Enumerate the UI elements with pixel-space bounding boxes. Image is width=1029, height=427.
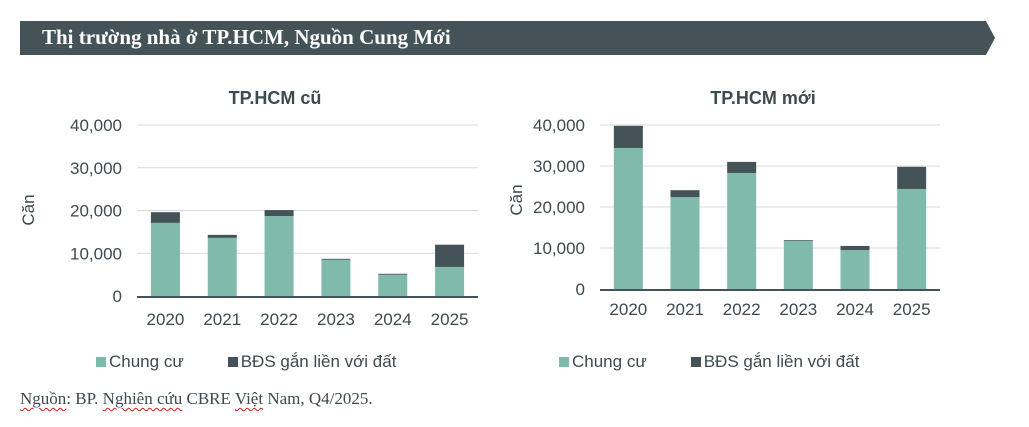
bar-bds bbox=[670, 190, 700, 198]
y-tick-label: 0 bbox=[113, 287, 122, 306]
legend-item-bds: BĐS gắn liền với đất bbox=[690, 352, 860, 372]
chart-title: TP.HCM mới bbox=[710, 88, 815, 108]
legend-label-bds: BĐS gắn liền với đất bbox=[240, 352, 397, 371]
legend-swatch-bds bbox=[227, 357, 238, 367]
bar-bds bbox=[207, 234, 237, 238]
chart-title: TP.HCM cũ bbox=[229, 88, 322, 108]
x-tick-label: 2024 bbox=[374, 310, 412, 329]
legend-swatch-bds bbox=[690, 357, 701, 367]
bar-chung-cu bbox=[378, 274, 408, 296]
x-tick-label: 2022 bbox=[723, 300, 761, 319]
bar-bds bbox=[150, 212, 180, 223]
legend-label-bds: BĐS gắn liền với đất bbox=[703, 352, 860, 371]
banner-arrow-shape bbox=[20, 21, 995, 55]
bar-chung-cu bbox=[727, 172, 757, 289]
bar-bds bbox=[435, 244, 465, 267]
section-banner: Thị trường nhà ở TP.HCM, Nguồn Cung Mới bbox=[20, 21, 995, 55]
banner-title: Thị trường nhà ở TP.HCM, Nguồn Cung Mới bbox=[42, 25, 451, 49]
y-axis-label: Căn bbox=[507, 184, 526, 215]
x-tick-label: 2020 bbox=[609, 300, 647, 319]
y-axis-label: Căn bbox=[19, 194, 38, 225]
source-part: : BP. bbox=[66, 389, 103, 408]
bar-chung-cu bbox=[613, 147, 643, 289]
bar-bds bbox=[264, 210, 294, 217]
y-tick-label: 0 bbox=[576, 280, 585, 299]
legend-swatch-chung-cu bbox=[559, 357, 569, 367]
bar-chung-cu bbox=[321, 259, 351, 296]
bar-chung-cu bbox=[150, 222, 180, 296]
legend-label-chung-cu: Chung cư bbox=[109, 352, 184, 371]
y-tick-label: 40,000 bbox=[533, 116, 585, 135]
x-tick-label: 2025 bbox=[893, 300, 931, 319]
legend-tphcm-moi: Chung cư BĐS gắn liền với đất bbox=[559, 352, 903, 372]
bar-chung-cu bbox=[264, 216, 294, 296]
source-part: Nam, Q4/2025. bbox=[263, 389, 373, 408]
bar-bds bbox=[840, 245, 870, 251]
source-part: Nguồn bbox=[20, 389, 67, 408]
source-note: Nguồn: BP. Nghiên cứu CBRE Việt Nam, Q4/… bbox=[20, 389, 373, 409]
chart-tphcm-cu: TP.HCM cũ Căn 0 10,000 20,000 30,000 40,000 202… bbox=[19, 80, 490, 345]
legend-item-chung-cu: Chung cư bbox=[96, 352, 184, 372]
legend-item-bds: BĐS gắn liền với đất bbox=[227, 352, 397, 372]
y-tick-label: 20,000 bbox=[70, 202, 122, 221]
x-tick-label: 2023 bbox=[779, 300, 817, 319]
bar-bds bbox=[783, 240, 813, 242]
legend-tphcm-cu: Chung cư BĐS gắn liền với đất bbox=[96, 352, 440, 372]
bar-chung-cu bbox=[435, 266, 465, 296]
x-tick-label: 2021 bbox=[666, 300, 704, 319]
legend-label-chung-cu: Chung cư bbox=[572, 352, 647, 371]
bar-bds bbox=[613, 125, 643, 148]
x-tick-label: 2023 bbox=[317, 310, 355, 329]
y-tick-label: 10,000 bbox=[70, 244, 122, 263]
x-tick-label: 2020 bbox=[147, 310, 185, 329]
bar-bds bbox=[727, 161, 757, 173]
bar-chung-cu bbox=[783, 241, 813, 289]
x-tick-label: 2021 bbox=[203, 310, 241, 329]
x-tick-label: 2022 bbox=[260, 310, 298, 329]
bar-chung-cu bbox=[207, 237, 237, 296]
chart-tphcm-moi: TP.HCM mới Căn 0 10,000 20,000 30,000 40,000 20… bbox=[507, 80, 960, 345]
chart-svg-tphcm-cu: TP.HCM cũ Căn 0 10,000 20,000 30,000 40,000 202… bbox=[19, 88, 478, 329]
legend-item-chung-cu: Chung cư bbox=[559, 352, 647, 372]
source-part: Việt bbox=[234, 389, 264, 408]
y-tick-label: 20,000 bbox=[533, 198, 585, 217]
source-part: Nghiên cứu bbox=[102, 389, 183, 408]
chart-svg-tphcm-moi: TP.HCM mới Căn 0 10,000 20,000 30,000 40,000 20… bbox=[507, 88, 940, 319]
y-tick-label: 40,000 bbox=[70, 116, 122, 135]
y-tick-label: 30,000 bbox=[70, 159, 122, 178]
y-tick-label: 10,000 bbox=[533, 239, 585, 258]
x-tick-label: 2025 bbox=[431, 310, 469, 329]
bar-bds bbox=[897, 166, 927, 189]
bar-bds bbox=[321, 258, 351, 260]
source-part: CBRE bbox=[182, 389, 235, 408]
legend-swatch-chung-cu bbox=[96, 357, 106, 367]
bar-chung-cu bbox=[840, 250, 870, 289]
y-tick-label: 30,000 bbox=[533, 157, 585, 176]
bar-chung-cu bbox=[897, 188, 927, 289]
x-tick-label: 2024 bbox=[836, 300, 874, 319]
bar-bds bbox=[378, 273, 408, 275]
bar-chung-cu bbox=[670, 197, 700, 289]
